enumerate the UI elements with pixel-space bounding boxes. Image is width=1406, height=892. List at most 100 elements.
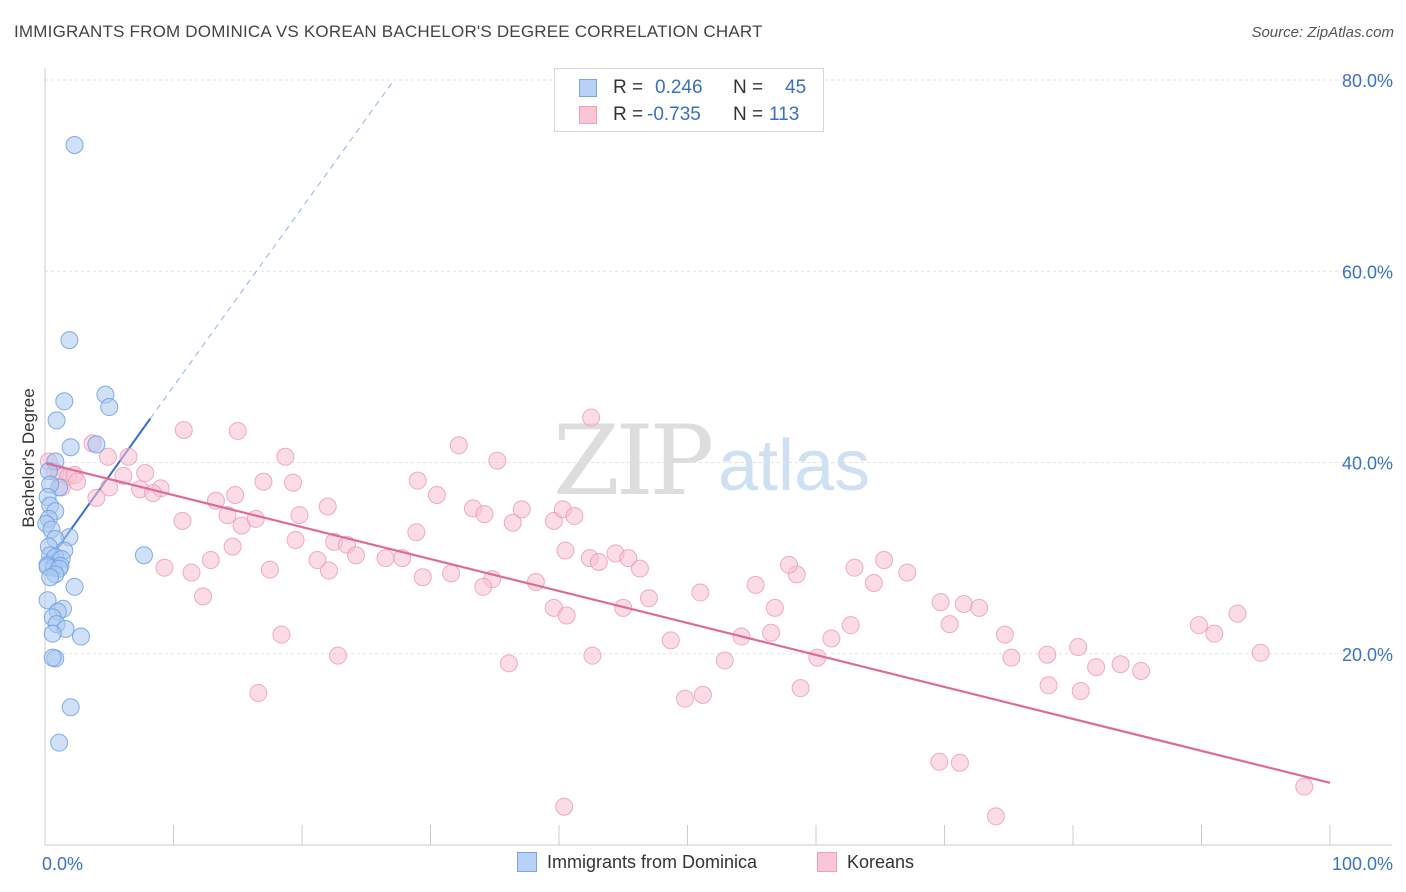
korean-point bbox=[930, 752, 949, 771]
legend-n-label: N = bbox=[733, 77, 764, 98]
gridlines bbox=[45, 79, 1392, 655]
korean-point bbox=[318, 497, 337, 516]
korean-point bbox=[290, 506, 309, 525]
legend-r-value: 0.246 bbox=[655, 77, 703, 98]
dominica-point bbox=[43, 648, 62, 667]
korean-point bbox=[503, 513, 522, 532]
y-tick-label: 80.0% bbox=[1342, 71, 1393, 91]
korean-point bbox=[526, 573, 545, 592]
korean-point bbox=[1038, 645, 1057, 664]
trend-koreans bbox=[46, 462, 1331, 784]
korean-point bbox=[864, 573, 883, 592]
korean-point bbox=[639, 589, 658, 608]
korean-point bbox=[1111, 655, 1130, 674]
dominica-point bbox=[50, 733, 69, 752]
korean-point bbox=[87, 488, 106, 507]
korean-point bbox=[449, 436, 468, 455]
korean-point bbox=[1087, 658, 1106, 677]
series-koreans bbox=[39, 408, 1314, 826]
legend-r-value: -0.735 bbox=[647, 104, 701, 125]
korean-point bbox=[565, 507, 584, 526]
series-dominica bbox=[37, 136, 153, 752]
korean-point bbox=[1189, 616, 1208, 635]
korean-point bbox=[226, 486, 245, 505]
korean-point bbox=[845, 558, 864, 577]
korean-point bbox=[194, 587, 213, 606]
korean-point bbox=[556, 541, 575, 560]
korean-point bbox=[249, 683, 268, 702]
chart-title: IMMIGRANTS FROM DOMINICA VS KOREAN BACHE… bbox=[14, 22, 763, 41]
korean-point bbox=[136, 464, 155, 483]
dominica-point bbox=[47, 411, 66, 430]
korean-point bbox=[746, 575, 765, 594]
korean-point bbox=[950, 753, 969, 772]
korean-point bbox=[954, 595, 973, 614]
dominica-point bbox=[61, 438, 80, 457]
korean-point bbox=[1295, 777, 1314, 796]
korean-point bbox=[780, 555, 799, 574]
dominica-point bbox=[65, 577, 84, 596]
korean-point bbox=[1071, 682, 1090, 701]
korean-point bbox=[408, 471, 427, 490]
watermark-zip: ZIP bbox=[553, 405, 714, 517]
dominica-point bbox=[71, 627, 90, 646]
x-tick-label: 0.0% bbox=[42, 854, 83, 874]
korean-point bbox=[173, 511, 192, 530]
korean-point bbox=[582, 408, 601, 427]
korean-point bbox=[319, 561, 338, 580]
bottom-legend-label: Koreans bbox=[847, 852, 915, 872]
korean-point bbox=[474, 577, 493, 596]
y-tick-label: 20.0% bbox=[1342, 645, 1393, 665]
trend-line-koreans bbox=[46, 462, 1331, 784]
korean-point bbox=[1069, 638, 1088, 657]
korean-point bbox=[557, 606, 576, 625]
korean-point bbox=[875, 551, 894, 570]
korean-point bbox=[276, 447, 295, 466]
bottom-swatch-koreans bbox=[817, 852, 837, 872]
korean-point bbox=[413, 568, 432, 587]
bottom-swatch-dominica bbox=[517, 852, 537, 872]
korean-point bbox=[328, 646, 347, 665]
korean-point bbox=[114, 466, 133, 485]
korean-point bbox=[119, 447, 138, 466]
korean-point bbox=[661, 631, 680, 650]
dominica-point bbox=[87, 435, 106, 454]
korean-point bbox=[693, 685, 712, 704]
legend-n-value: 45 bbox=[785, 77, 807, 98]
korean-point bbox=[376, 549, 395, 568]
source-label: Source: ZipAtlas.com bbox=[1251, 24, 1394, 41]
korean-point bbox=[499, 654, 518, 673]
bottom-legend-koreans: Koreans bbox=[817, 852, 914, 873]
legend-swatch-koreans bbox=[579, 106, 597, 124]
korean-point bbox=[143, 484, 162, 503]
korean-point bbox=[691, 583, 710, 602]
watermark-atlas: atlas bbox=[718, 426, 871, 506]
korean-point bbox=[822, 629, 841, 648]
korean-point bbox=[442, 564, 461, 583]
korean-point bbox=[583, 646, 602, 665]
dominica-point bbox=[41, 568, 60, 587]
korean-point bbox=[970, 598, 989, 617]
y-axis-label: Bachelor's Degree bbox=[19, 388, 38, 528]
korean-point bbox=[223, 537, 242, 556]
y-tick-label: 40.0% bbox=[1342, 454, 1393, 474]
korean-point bbox=[995, 625, 1014, 644]
korean-point bbox=[619, 549, 638, 568]
dominica-point bbox=[61, 698, 80, 717]
korean-point bbox=[284, 473, 303, 492]
korean-point bbox=[174, 420, 193, 439]
korean-point bbox=[1002, 648, 1021, 667]
legend-r-label: R = bbox=[613, 104, 644, 125]
korean-point bbox=[427, 486, 446, 505]
korean-point bbox=[986, 807, 1005, 826]
legend-r-label: R = bbox=[613, 77, 644, 98]
korean-point bbox=[155, 558, 174, 577]
tick-labels: 20.0% 40.0% 60.0% 80.0% 0.0% 100.0% bbox=[42, 71, 1393, 874]
legend-row-dominica: R = 0.246 N = 45 bbox=[555, 75, 823, 101]
y-tick-label: 60.0% bbox=[1342, 262, 1393, 282]
korean-point bbox=[218, 506, 237, 525]
dominica-point bbox=[134, 546, 153, 565]
korean-point bbox=[765, 598, 784, 617]
korean-point bbox=[260, 560, 279, 579]
